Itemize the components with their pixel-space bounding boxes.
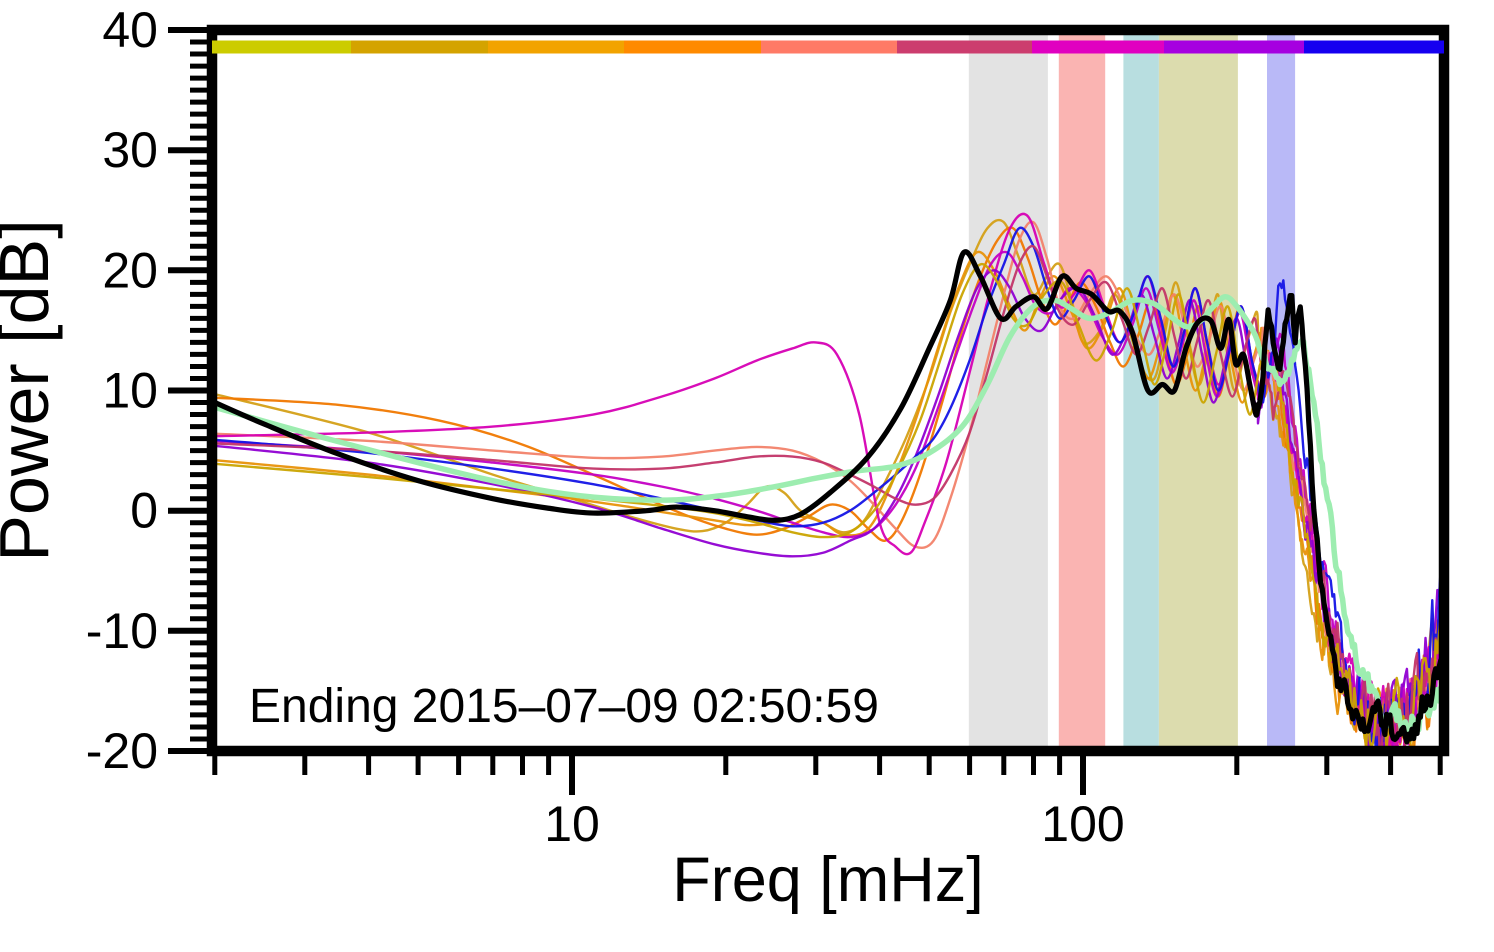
svg-text:Ending 2015–07–09 02:50:59: Ending 2015–07–09 02:50:59 bbox=[249, 680, 879, 733]
svg-text:10: 10 bbox=[544, 796, 600, 852]
svg-text:-10: -10 bbox=[86, 603, 158, 659]
svg-text:30: 30 bbox=[102, 122, 158, 178]
svg-text:Freq [mHz]: Freq [mHz] bbox=[672, 845, 984, 915]
svg-text:20: 20 bbox=[102, 242, 158, 298]
svg-text:100: 100 bbox=[1041, 796, 1124, 852]
svg-text:10: 10 bbox=[102, 363, 158, 419]
svg-text:-20: -20 bbox=[86, 723, 158, 779]
svg-text:0: 0 bbox=[130, 483, 158, 539]
svg-text:Power [dB]: Power [dB] bbox=[0, 219, 63, 561]
svg-text:40: 40 bbox=[102, 2, 158, 58]
